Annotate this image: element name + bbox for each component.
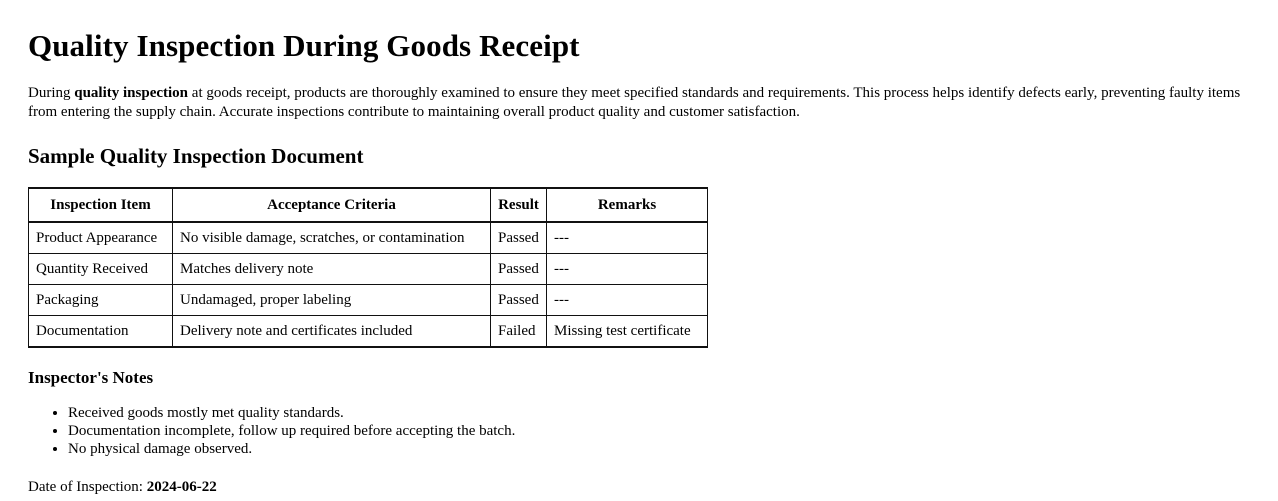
intro-text-before-bold: During: [28, 84, 75, 101]
cell-result: Passed: [490, 221, 547, 254]
cell-result: Failed: [490, 314, 547, 348]
column-header-acceptance-criteria: Acceptance Criteria: [172, 187, 491, 223]
intro-paragraph: During quality inspection at goods recei…: [28, 84, 1250, 122]
table-row: Documentation Delivery note and certific…: [28, 314, 708, 348]
notes-list: Received goods mostly met quality standa…: [28, 404, 1250, 458]
page-title: Quality Inspection During Goods Receipt: [28, 28, 580, 63]
intro-text-after-bold: at goods receipt, products are thoroughl…: [28, 84, 1241, 120]
cell-result: Passed: [490, 252, 547, 285]
cell-remarks: ---: [546, 283, 708, 316]
list-item: Documentation incomplete, follow up requ…: [68, 422, 1250, 440]
notes-title: Inspector's Notes: [28, 367, 154, 387]
column-header-result: Result: [490, 187, 547, 223]
section-title: Sample Quality Inspection Document: [28, 143, 364, 168]
inspection-date-line: Date of Inspection: 2024-06-22: [28, 478, 1250, 496]
cell-result: Passed: [490, 283, 547, 316]
cell-acceptance-criteria: Undamaged, proper labeling: [172, 283, 491, 316]
list-item: Received goods mostly met quality standa…: [68, 404, 1250, 422]
cell-remarks: ---: [546, 221, 708, 254]
inspection-table: Inspection Item Acceptance Criteria Resu…: [28, 186, 708, 348]
table-header-row: Inspection Item Acceptance Criteria Resu…: [28, 187, 708, 223]
inspection-date-value: 2024-06-22: [146, 479, 217, 496]
table-row: Packaging Undamaged, proper labeling Pas…: [28, 283, 708, 316]
inspection-date-label: Date of Inspection:: [28, 479, 147, 496]
table-row: Product Appearance No visible damage, sc…: [28, 221, 708, 254]
intro-emphasis: quality inspection: [74, 84, 189, 101]
column-header-remarks: Remarks: [546, 187, 708, 223]
cell-inspection-item: Product Appearance: [28, 221, 173, 254]
table-row: Quantity Received Matches delivery note …: [28, 252, 708, 285]
column-header-inspection-item: Inspection Item: [28, 187, 173, 223]
cell-acceptance-criteria: Matches delivery note: [172, 252, 491, 285]
cell-acceptance-criteria: Delivery note and certificates included: [172, 314, 491, 348]
cell-inspection-item: Quantity Received: [28, 252, 173, 285]
list-item: No physical damage observed.: [68, 440, 1250, 458]
cell-inspection-item: Packaging: [28, 283, 173, 316]
cell-remarks: Missing test certificate: [546, 314, 708, 348]
cell-inspection-item: Documentation: [28, 314, 173, 348]
cell-acceptance-criteria: No visible damage, scratches, or contami…: [172, 221, 491, 254]
cell-remarks: ---: [546, 252, 708, 285]
